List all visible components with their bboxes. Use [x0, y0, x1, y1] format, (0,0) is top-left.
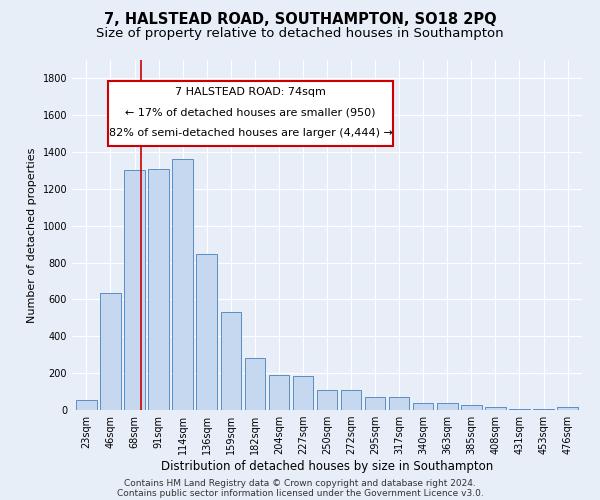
- Bar: [557, 407, 578, 410]
- Bar: [221, 312, 241, 410]
- Bar: [100, 293, 121, 410]
- Bar: [124, 170, 145, 410]
- Bar: [341, 390, 361, 410]
- Text: Contains HM Land Registry data © Crown copyright and database right 2024.: Contains HM Land Registry data © Crown c…: [124, 478, 476, 488]
- Bar: [437, 403, 458, 410]
- Bar: [293, 376, 313, 410]
- Bar: [269, 375, 289, 410]
- Bar: [148, 168, 169, 410]
- Bar: [365, 397, 385, 410]
- Bar: [509, 409, 530, 410]
- Bar: [317, 390, 337, 410]
- Y-axis label: Number of detached properties: Number of detached properties: [27, 148, 37, 322]
- X-axis label: Distribution of detached houses by size in Southampton: Distribution of detached houses by size …: [161, 460, 493, 473]
- Text: ← 17% of detached houses are smaller (950): ← 17% of detached houses are smaller (95…: [125, 108, 376, 118]
- Bar: [389, 397, 409, 410]
- Bar: [533, 409, 554, 410]
- Bar: [76, 400, 97, 410]
- Bar: [461, 406, 482, 410]
- Bar: [245, 358, 265, 410]
- Text: Size of property relative to detached houses in Southampton: Size of property relative to detached ho…: [96, 28, 504, 40]
- Text: Contains public sector information licensed under the Government Licence v3.0.: Contains public sector information licen…: [116, 488, 484, 498]
- Text: 82% of semi-detached houses are larger (4,444) →: 82% of semi-detached houses are larger (…: [109, 128, 392, 138]
- Text: 7 HALSTEAD ROAD: 74sqm: 7 HALSTEAD ROAD: 74sqm: [175, 87, 326, 97]
- Bar: [196, 254, 217, 410]
- Bar: [413, 403, 433, 410]
- Text: 7, HALSTEAD ROAD, SOUTHAMPTON, SO18 2PQ: 7, HALSTEAD ROAD, SOUTHAMPTON, SO18 2PQ: [104, 12, 496, 28]
- Bar: [485, 407, 506, 410]
- FancyBboxPatch shape: [108, 81, 394, 146]
- Bar: [172, 160, 193, 410]
